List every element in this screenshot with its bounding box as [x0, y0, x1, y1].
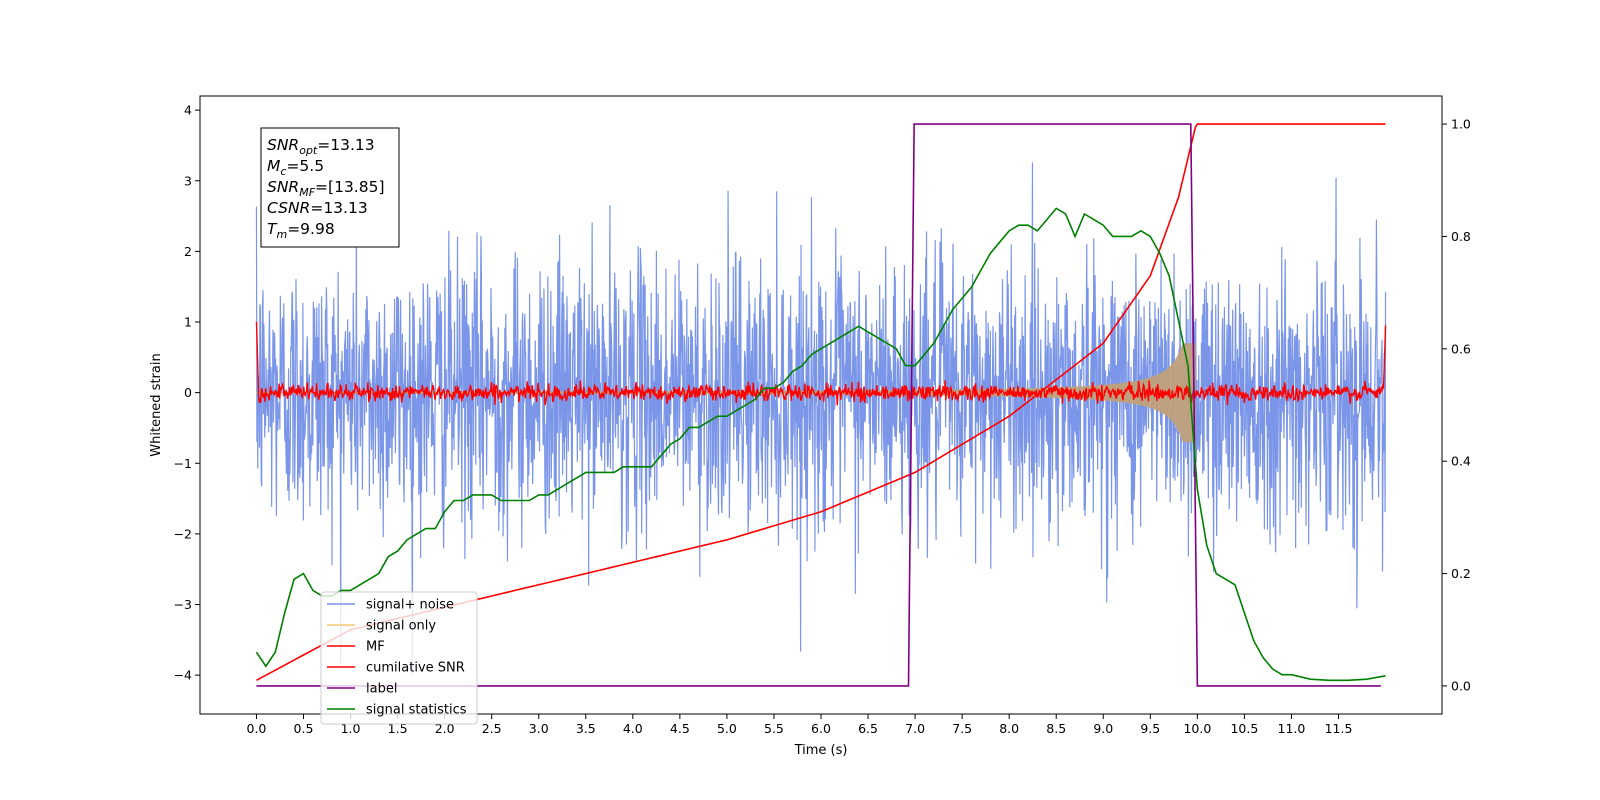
x-tick-label: 2.5: [482, 721, 502, 736]
legend-label: cumilative SNR: [366, 661, 465, 676]
legend-label: signal only: [366, 619, 436, 634]
x-tick-label: 9.5: [1140, 721, 1160, 736]
y-tick-label-left: −1: [174, 456, 192, 471]
x-tick-label: 6.0: [811, 721, 831, 736]
x-tick-label: 8.5: [1046, 721, 1066, 736]
y-tick-label-right: 0.8: [1451, 229, 1471, 244]
series-signal-only: [256, 343, 1196, 443]
annotation-line: SNRopt=13.13: [267, 136, 375, 157]
annotation-line: SNRMF=[13.85]: [267, 178, 385, 199]
x-axis-label: Time (s): [794, 743, 848, 758]
y-tick-label-left: 3: [184, 173, 192, 188]
annotation-line: Mc=5.5: [267, 157, 324, 178]
y-tick-label-left: −3: [174, 597, 192, 612]
y-axis-label: Whitened strain: [149, 353, 164, 456]
y-tick-label-left: −4: [174, 668, 192, 683]
x-tick-label: 9.0: [1093, 721, 1113, 736]
series-signal-noise: [255, 162, 1387, 675]
x-tick-label: 4.5: [670, 721, 690, 736]
x-tick-label: 1.0: [341, 721, 361, 736]
y-tick-label-right: 0.0: [1451, 678, 1471, 693]
legend-label: signal+ noise: [366, 598, 454, 613]
x-tick-label: 7.0: [905, 721, 925, 736]
legend-label: MF: [366, 640, 385, 655]
y-tick-label-right: 0.6: [1451, 341, 1471, 356]
annotation-line: CSNR=13.13: [267, 199, 368, 217]
x-tick-label: 2.0: [435, 721, 455, 736]
x-tick-label: 5.0: [717, 721, 737, 736]
y-tick-label-right: 0.4: [1451, 454, 1471, 469]
annotation-box: SNRopt=13.13Mc=5.5SNRMF=[13.85]CSNR=13.1…: [260, 127, 400, 248]
series-signal-statistics: [255, 207, 1386, 682]
x-tick-label: 0.0: [247, 721, 267, 736]
y-tick-label-left: −2: [174, 526, 192, 541]
x-tick-label: 3.0: [529, 721, 549, 736]
y-tick-label-right: 1.0: [1451, 117, 1471, 132]
x-tick-label: 1.5: [388, 721, 408, 736]
series-label: [256, 123, 1381, 687]
x-tick-label: 7.5: [952, 721, 972, 736]
x-tick-label: 5.5: [764, 721, 784, 736]
x-tick-label: 10.0: [1183, 721, 1211, 736]
x-tick-label: 3.5: [576, 721, 596, 736]
y-tick-label-left: 1: [184, 315, 192, 330]
y-tick-label-right: 0.2: [1451, 566, 1471, 581]
x-tick-label: 8.0: [999, 721, 1019, 736]
x-tick-label: 0.5: [294, 721, 314, 736]
series-mf: [255, 321, 1387, 406]
y-tick-label-left: 2: [184, 244, 192, 259]
x-tick-label: 11.0: [1278, 721, 1306, 736]
x-tick-label: 4.0: [623, 721, 643, 736]
y-tick-label-left: 4: [184, 103, 192, 118]
x-tick-label: 11.5: [1325, 721, 1353, 736]
annotation-line: Tm=9.98: [267, 220, 335, 241]
legend-label: signal statistics: [366, 703, 467, 718]
legend-label: label: [366, 682, 397, 697]
y-tick-label-left: 0: [184, 385, 192, 400]
x-tick-label: 10.5: [1230, 721, 1258, 736]
x-tick-label: 6.5: [858, 721, 878, 736]
legend: signal+ noise signal only MF cumilative SNR…: [320, 591, 478, 725]
